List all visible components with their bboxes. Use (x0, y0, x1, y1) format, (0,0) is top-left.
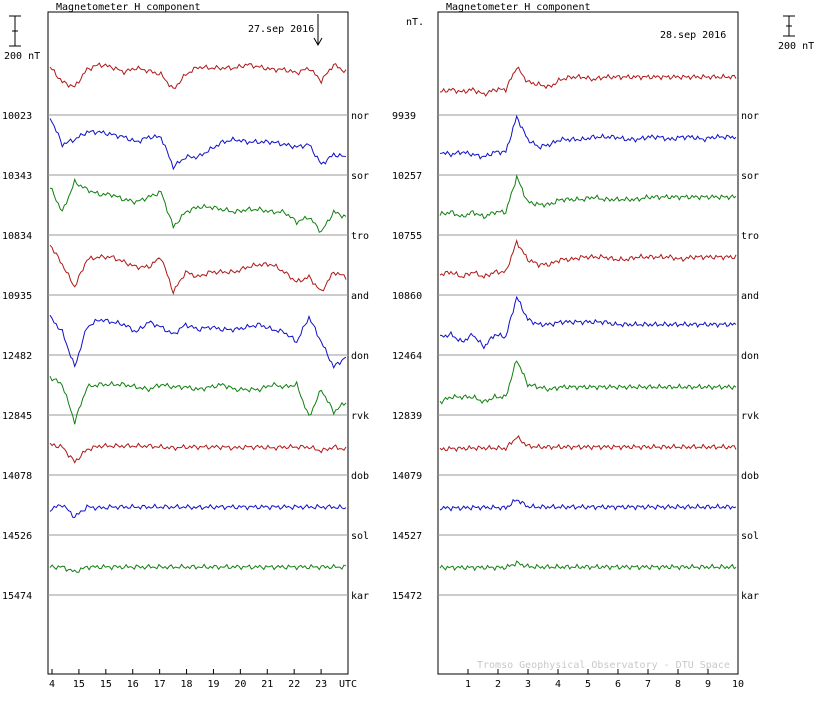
x-tick-label: 21 (261, 679, 273, 690)
x-tick-label: 4 (49, 679, 55, 690)
x-tick-label: 16 (127, 679, 139, 690)
baseline-value-sor: 10257 (392, 171, 422, 182)
trace-dob (439, 434, 737, 453)
station-label-nor: nor (741, 111, 759, 122)
x-tick-label: 5 (585, 679, 591, 690)
trace-sor (49, 118, 347, 171)
trace-and (439, 238, 737, 279)
baseline-value-nor: 10023 (2, 111, 32, 122)
trace-tro (49, 177, 347, 233)
station-label-tro: tro (741, 231, 759, 242)
baseline-value-don: 12482 (2, 351, 32, 362)
station-label-kar: kar (741, 591, 759, 602)
station-label-nor: nor (351, 111, 369, 122)
station-label-dob: dob (351, 471, 369, 482)
station-label-and: and (741, 291, 759, 302)
x-tick-label: 23 (315, 679, 327, 690)
trace-kar (49, 563, 347, 573)
baseline-value-rvk: 12839 (392, 411, 422, 422)
baseline-value-sor: 10343 (2, 171, 32, 182)
station-label-rvk: rvk (351, 411, 369, 422)
station-label-sor: sor (351, 171, 369, 182)
baseline-value-tro: 10755 (392, 231, 422, 242)
panel-date-28sep: 28.sep 2016 (660, 30, 726, 41)
x-tick-label: 15 (100, 679, 112, 690)
station-label-sor: sor (741, 171, 759, 182)
x-tick-label: 22 (288, 679, 300, 690)
trace-sor (439, 114, 737, 160)
event-arrow-icon (313, 14, 323, 47)
panel-28sep: Magnetometer H component 28.sep 2016 1 2 3… (392, 2, 759, 690)
x-tick-label: 17 (154, 679, 166, 690)
baseline-value-kar: 15472 (392, 591, 422, 602)
x-tick-label: 7 (645, 679, 651, 690)
baseline-value-and: 10935 (2, 291, 32, 302)
baseline-value-dob: 14079 (392, 471, 422, 482)
baseline-value-kar: 15474 (2, 591, 32, 602)
x-tick-label: 6 (615, 679, 621, 690)
station-label-sol: sol (741, 531, 759, 542)
x-tick-label: 10 (732, 679, 744, 690)
station-label-and: and (351, 291, 369, 302)
x-tick-label: 15 (73, 679, 85, 690)
baseline-value-sol: 14526 (2, 531, 32, 542)
x-tick-label: 3 (525, 679, 531, 690)
trace-dob (49, 442, 347, 464)
trace-sol (439, 498, 737, 512)
scale-bar-left: 200 nT (4, 15, 40, 62)
station-label-don: don (741, 351, 759, 362)
trace-rvk (49, 375, 347, 425)
baseline-value-rvk: 12845 (2, 411, 32, 422)
station-label-rvk: rvk (741, 411, 759, 422)
trace-sol (49, 503, 347, 519)
trace-nor (49, 62, 347, 89)
x-tick-label: 2 (495, 679, 501, 690)
x-tick-label: 18 (181, 679, 193, 690)
station-label-dob: dob (741, 471, 759, 482)
scale-bar-right: 200 nT (778, 15, 814, 52)
baseline-value-and: 10860 (392, 291, 422, 302)
scale-label-right: 200 nT (778, 41, 814, 52)
x-tick-label: 4 (555, 679, 561, 690)
trace-rvk (439, 360, 737, 405)
trace-and (49, 244, 347, 295)
panel-27sep: Magnetometer H component 27.sep 2016 4 15… (2, 2, 369, 690)
watermark: Tromso Geophysical Observatory - DTU Spa… (477, 660, 730, 671)
trace-don (439, 295, 737, 350)
panel-date-27sep: 27.sep 2016 (248, 24, 314, 35)
baseline-value-nor: 9939 (392, 111, 416, 122)
trace-tro (439, 173, 737, 220)
x-tick-label: 9 (705, 679, 711, 690)
station-label-tro: tro (351, 231, 369, 242)
x-tick-label: UTC (339, 679, 357, 690)
panel-title-27sep: Magnetometer H component (56, 2, 201, 13)
baseline-value-tro: 10834 (2, 231, 32, 242)
baseline-value-sol: 14527 (392, 531, 422, 542)
x-tick-label: 1 (465, 679, 471, 690)
x-tick-label: 8 (675, 679, 681, 690)
panel-title-28sep: Magnetometer H component (446, 2, 591, 13)
station-label-sol: sol (351, 531, 369, 542)
station-label-kar: kar (351, 591, 369, 602)
trace-don (49, 314, 347, 370)
x-tick-label: 20 (234, 679, 246, 690)
scale-label-left: 200 nT (4, 51, 40, 62)
trace-nor (439, 66, 737, 97)
station-label-don: don (351, 351, 369, 362)
trace-kar (439, 560, 737, 572)
baseline-value-dob: 14078 (2, 471, 32, 482)
unit-label: nT. (406, 17, 424, 28)
baseline-value-don: 12464 (392, 351, 422, 362)
x-tick-label: 19 (207, 679, 219, 690)
